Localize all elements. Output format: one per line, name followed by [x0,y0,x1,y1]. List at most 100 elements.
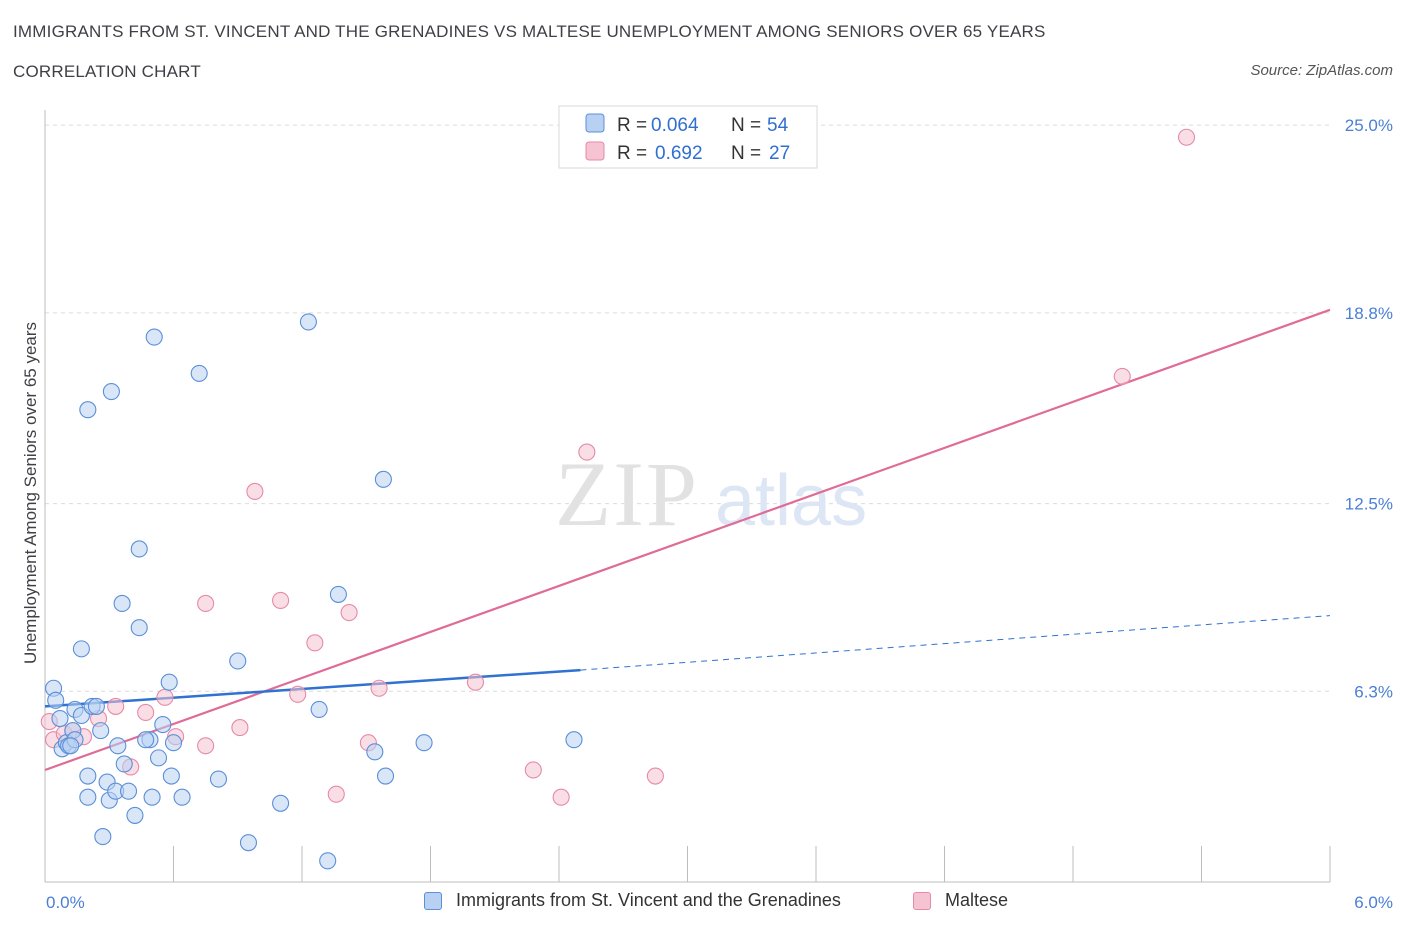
point-immigrants [87,697,105,715]
point-immigrants [164,734,183,752]
stats-r-value-2: 0.692 [655,143,703,164]
point-immigrants [130,540,148,558]
point-maltese [231,719,249,737]
y-tick-label: 12.5% [1345,495,1393,514]
trendline-immigrants [44,668,581,708]
point-immigrants [115,755,133,773]
stats-n-label-2: N = [731,143,761,164]
point-maltese [246,482,264,501]
stats-n-label-1: N = [731,115,761,136]
point-immigrants [79,767,97,785]
point-maltese [306,634,324,652]
watermark-atlas: atlas [715,461,867,541]
point-immigrants [79,401,97,419]
point-immigrants [310,700,328,718]
point-maltese [107,697,125,715]
x-tick-label-min: 0.0% [46,893,85,912]
point-immigrants [109,737,127,755]
point-maltese [327,785,345,803]
point-maltese [137,703,155,722]
point-immigrants [366,743,384,761]
stats-legend-swatch-blue [585,113,605,133]
point-immigrants [154,716,172,734]
point-maltese [552,788,570,806]
axes [44,110,1331,883]
point-immigrants [130,619,148,637]
point-immigrants [72,640,90,658]
stats-r-label-1: R = [617,115,647,136]
point-maltese [197,737,215,755]
point-immigrants [376,767,395,785]
point-maltese [524,761,542,779]
point-immigrants [79,788,97,806]
watermark-zip: ZIP [555,443,699,545]
point-immigrants [145,328,163,346]
point-immigrants [143,788,161,806]
point-immigrants [149,749,168,767]
point-immigrants [374,470,392,488]
point-maltese [340,604,358,622]
trendline-maltese [44,308,1331,772]
trend-lines [44,308,1331,772]
point-immigrants [51,709,69,728]
point-immigrants [239,834,258,852]
point-immigrants [126,806,144,824]
point-immigrants [565,731,583,749]
stats-legend: R = 0.064 N = 54 R = 0.692 N = 27 [558,105,818,169]
point-immigrants [299,313,317,331]
point-immigrants [94,828,112,846]
chart-subtitle: CORRELATION CHART [13,62,201,81]
stats-n-value-2: 27 [769,143,790,164]
point-immigrants [319,852,337,870]
stats-n-value-1: 54 [767,115,789,136]
watermark: ZIP atlas [555,443,867,545]
legend-swatch-pink [913,891,931,910]
point-maltese [1113,367,1131,385]
point-maltese [272,591,290,609]
point-immigrants [137,731,155,749]
point-maltese [578,443,596,461]
point-immigrants [113,594,131,613]
legend-label-immigrants: Immigrants from St. Vincent and the Gren… [456,890,841,910]
trendline-immigrants-projection [580,615,1331,671]
point-immigrants [173,788,191,806]
point-immigrants [229,652,247,670]
point-immigrants [92,722,110,740]
y-tick-labels: 6.3% 12.5% 18.8% 25.0% [1345,116,1393,701]
point-immigrants [47,691,65,709]
x-tick-label-max: 6.0% [1354,893,1393,912]
point-immigrants [329,585,347,603]
point-maltese [197,594,215,613]
grid-lines [45,124,1330,692]
series-legend: Immigrants from St. Vincent and the Gren… [0,890,1406,916]
point-immigrants [209,770,228,788]
point-immigrants [160,673,178,691]
stats-legend-swatch-pink [585,141,605,161]
y-tick-label: 25.0% [1345,116,1393,135]
y-axis-label: Unemployment Among Seniors over 65 years [21,322,40,664]
point-maltese [289,685,307,703]
y-tick-label: 6.3% [1354,682,1393,701]
legend-item-immigrants: Immigrants from St. Vincent and the Gren… [424,890,841,911]
data-points [40,128,1196,870]
point-maltese [370,679,388,697]
point-maltese [156,688,174,706]
legend-swatch-blue [424,891,442,910]
chart-title: IMMIGRANTS FROM ST. VINCENT AND THE GREN… [13,22,1046,41]
point-maltese [466,673,485,691]
legend-item-maltese: Maltese [913,890,1008,911]
y-tick-label: 18.8% [1345,304,1393,323]
stats-r-label-2: R = [617,143,647,164]
legend-label-maltese: Maltese [945,890,1009,910]
point-immigrants [272,794,290,812]
point-immigrants [162,767,180,785]
point-immigrants [102,383,120,401]
point-immigrants [415,734,433,752]
point-immigrants [119,782,138,800]
point-immigrants [62,737,80,755]
point-maltese [1177,128,1196,146]
point-immigrants [190,364,208,382]
point-maltese [646,767,664,785]
x-tick-labels: 0.0% 6.0% [46,893,1393,912]
